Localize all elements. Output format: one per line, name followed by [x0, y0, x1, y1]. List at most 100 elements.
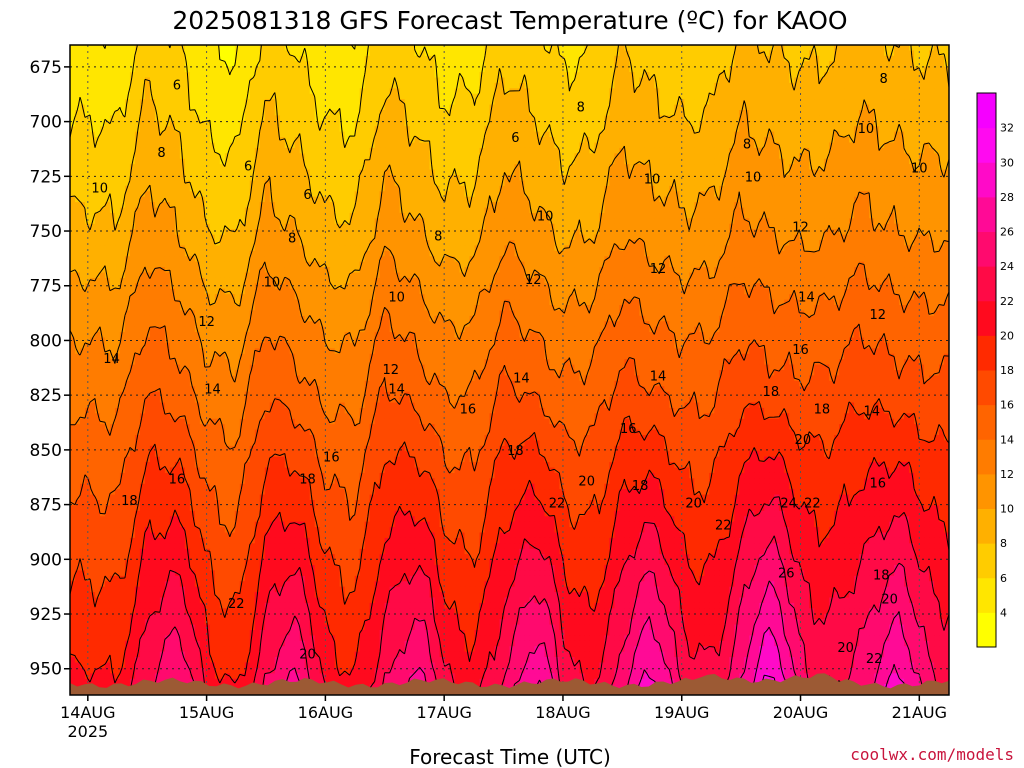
field-cell [370, 105, 376, 111]
field-cell [145, 153, 151, 159]
field-cell [135, 83, 141, 89]
field-cell [724, 67, 730, 73]
field-cell [884, 45, 890, 51]
field-cell [315, 56, 321, 62]
field-cell [265, 126, 271, 132]
field-cell [694, 164, 700, 170]
field-cell [185, 164, 191, 170]
field-cell [594, 180, 600, 186]
field-cell [859, 88, 865, 94]
field-cell [529, 88, 535, 94]
field-cell [380, 88, 386, 94]
field-cell [779, 88, 785, 94]
field-cell [345, 180, 351, 186]
field-cell [445, 45, 451, 51]
field-cell [145, 143, 151, 149]
field-cell [544, 61, 550, 67]
field-cell [599, 94, 605, 100]
field-cell [559, 99, 565, 105]
field-cell [105, 126, 111, 132]
field-cell [425, 126, 431, 132]
field-cell [859, 56, 865, 62]
field-cell [839, 159, 845, 165]
field-cell [165, 83, 171, 89]
field-cell [554, 110, 560, 116]
field-cell [230, 126, 236, 132]
field-cell [929, 170, 935, 176]
field-cell [435, 137, 441, 143]
field-cell [400, 56, 406, 62]
field-cell [495, 153, 501, 159]
field-cell [624, 132, 630, 138]
field-cell [529, 132, 535, 138]
field-cell [160, 83, 166, 89]
field-cell [889, 170, 895, 176]
field-cell [195, 88, 201, 94]
field-cell [634, 115, 640, 121]
field-cell [295, 110, 301, 116]
field-cell [529, 159, 535, 165]
field-cell [420, 132, 426, 138]
field-cell [365, 164, 371, 170]
field-cell [794, 99, 800, 105]
field-cell [245, 148, 251, 154]
field-cell [95, 99, 101, 105]
field-cell [320, 132, 326, 138]
field-cell [150, 180, 156, 186]
field-cell [919, 61, 925, 67]
field-cell [779, 83, 785, 89]
field-cell [554, 137, 560, 143]
field-cell [265, 50, 271, 56]
field-cell [505, 110, 511, 116]
field-cell [300, 61, 306, 67]
field-cell [549, 153, 555, 159]
field-cell [100, 105, 106, 111]
field-cell [639, 164, 645, 170]
field-cell [669, 45, 675, 51]
field-cell [235, 186, 241, 192]
field-cell [534, 50, 540, 56]
field-cell [235, 115, 241, 121]
field-cell [829, 99, 835, 105]
field-cell [784, 45, 790, 51]
field-cell [485, 94, 491, 100]
field-cell [724, 99, 730, 105]
field-cell [355, 88, 361, 94]
field-cell [869, 88, 875, 94]
field-cell [360, 56, 366, 62]
field-cell [839, 180, 845, 186]
field-cell [734, 72, 740, 78]
field-cell [829, 159, 835, 165]
field-cell [864, 180, 870, 186]
field-cell [684, 148, 690, 154]
field-cell [939, 115, 945, 121]
field-cell [400, 143, 406, 149]
field-cell [70, 170, 76, 176]
field-cell [849, 170, 855, 176]
field-cell [874, 170, 880, 176]
field-cell [200, 164, 206, 170]
field-cell [320, 159, 326, 165]
field-cell [634, 143, 640, 149]
field-cell [664, 45, 670, 51]
field-cell [75, 115, 81, 121]
field-cell [874, 153, 880, 159]
field-cell [869, 148, 875, 154]
field-cell [594, 50, 600, 56]
field-cell [165, 137, 171, 143]
field-cell [609, 61, 615, 67]
field-cell [799, 164, 805, 170]
field-cell [654, 61, 660, 67]
field-cell [115, 159, 121, 165]
field-cell [105, 132, 111, 138]
field-cell [265, 61, 271, 67]
field-cell [345, 45, 351, 51]
field-cell [749, 153, 755, 159]
field-cell [744, 83, 750, 89]
field-cell [629, 159, 635, 165]
field-cell [470, 110, 476, 116]
field-cell [190, 132, 196, 138]
field-cell [455, 159, 461, 165]
field-cell [120, 50, 126, 56]
field-cell [514, 61, 520, 67]
